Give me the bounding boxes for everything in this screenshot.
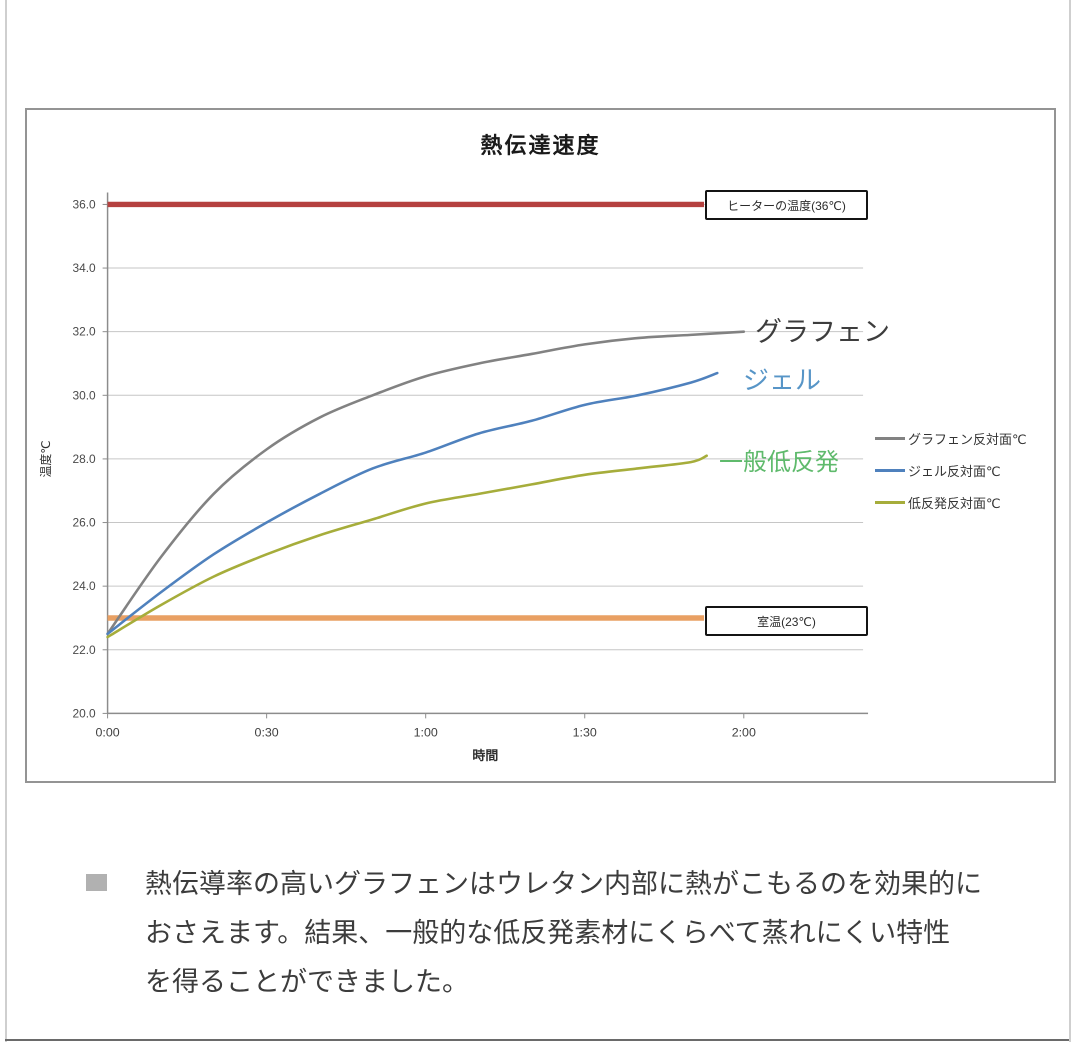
chart-panel: 36.0 34.0 32.0 30.0 28.0 26.0 24.0 22.0 20.0 0:00… xyxy=(25,108,1056,783)
chart-plot: 36.0 34.0 32.0 30.0 28.0 26.0 24.0 22.0 20.00:00… xyxy=(39,192,869,763)
gel-series-label: ジェル xyxy=(743,365,822,395)
legend-line-swatch xyxy=(875,436,905,440)
legend-line-swatch xyxy=(875,468,905,472)
legend-label: グラフェン反対面℃ xyxy=(908,431,1027,447)
caption-line: おさえます。結果、一般的な低反発素材にくらべて蒸れにくい特性 xyxy=(145,918,951,948)
svg-text:0:30: 0:30 xyxy=(255,725,279,739)
low-rebound-series-label: 一般低反発 xyxy=(719,449,839,476)
svg-text:30.0: 30.0 xyxy=(72,388,96,402)
svg-text:28.0: 28.0 xyxy=(72,452,96,466)
page-right-border xyxy=(1069,0,1071,1042)
svg-text:22.0: 22.0 xyxy=(72,643,96,657)
caption-line: を得ることができました。 xyxy=(145,967,469,997)
legend-label: ジェル反対面℃ xyxy=(908,463,1001,479)
chart-title: 熱伝達速度 xyxy=(480,133,601,158)
legend-item: ジェル反対面℃ xyxy=(875,454,1027,486)
legend-item: 低反発反対面℃ xyxy=(875,486,1027,518)
room-temp-annotation: 室温(23℃) xyxy=(705,606,868,636)
caption: 熱伝導率の高いグラフェンはウレタン内部に熱がこもるのを効果的に おさえます。結果… xyxy=(86,860,982,1007)
caption-text: 熱伝導率の高いグラフェンはウレタン内部に熱がこもるのを効果的に おさえます。結果… xyxy=(145,860,982,1007)
svg-text:20.0: 20.0 xyxy=(72,706,96,720)
bullet-square-icon xyxy=(86,874,107,891)
svg-text:2:00: 2:00 xyxy=(732,725,756,739)
page-left-border xyxy=(5,0,7,1042)
svg-text:1:00: 1:00 xyxy=(414,725,438,739)
svg-text:24.0: 24.0 xyxy=(72,579,96,593)
svg-text:34.0: 34.0 xyxy=(72,261,96,275)
svg-text:26.0: 26.0 xyxy=(72,516,96,530)
legend-line-swatch xyxy=(875,500,905,504)
legend-label: 低反発反対面℃ xyxy=(908,495,1001,511)
heater-temp-annotation: ヒーターの温度(36℃) xyxy=(705,190,868,220)
svg-text:36.0: 36.0 xyxy=(72,197,96,211)
page-bottom-border xyxy=(5,1039,1069,1041)
svg-text:温度℃: 温度℃ xyxy=(39,440,53,477)
svg-text:1:30: 1:30 xyxy=(573,725,597,739)
svg-text:0:00: 0:00 xyxy=(96,725,120,739)
svg-text:時間: 時間 xyxy=(472,748,498,763)
svg-text:32.0: 32.0 xyxy=(72,325,96,339)
caption-line: 熱伝導率の高いグラフェンはウレタン内部に熱がこもるのを効果的に xyxy=(145,869,982,899)
legend: グラフェン反対面℃ ジェル反対面℃ 低反発反対面℃ xyxy=(875,422,1027,518)
graphene-series-label: グラフェン xyxy=(755,317,890,347)
legend-item: グラフェン反対面℃ xyxy=(875,422,1027,454)
